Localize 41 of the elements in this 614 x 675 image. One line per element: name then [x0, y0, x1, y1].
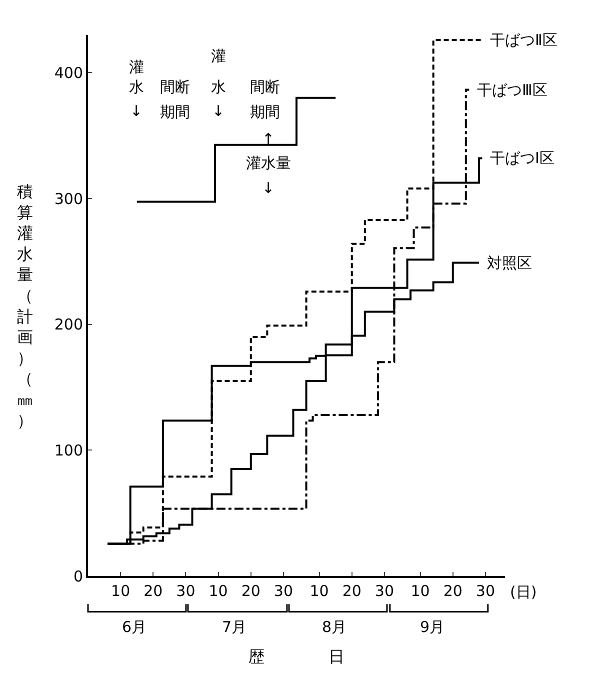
annotation: 期間	[250, 103, 280, 121]
x-tick-label: 20	[241, 582, 260, 600]
text: 6月	[122, 618, 147, 636]
annotation: 水	[211, 78, 226, 96]
x-axis-title: 歴 日	[248, 647, 344, 666]
x-tick-label: 10	[111, 582, 130, 600]
series-label: 干ばつⅢ区	[477, 81, 548, 99]
x-tick-label: 30	[374, 582, 394, 600]
annotation: 灌水量	[246, 154, 291, 172]
series-label: 干ばつⅠ区	[490, 149, 554, 167]
x-tick-label: 10	[410, 582, 430, 600]
annotation: ↓	[212, 102, 225, 120]
y-tick-label: 200	[54, 316, 83, 334]
x-tick-label: 20	[443, 582, 462, 600]
y-tick-label: 300	[54, 190, 83, 208]
annotation: 間断	[250, 78, 280, 96]
annotation: 灌	[129, 58, 144, 76]
annotation: ↓	[262, 179, 275, 197]
annotation: ↓	[130, 102, 143, 120]
series-label: 干ばつⅡ区	[490, 31, 558, 49]
text: 9月	[420, 618, 445, 636]
y-tick-label: 400	[54, 64, 83, 82]
text: 7月	[222, 618, 247, 636]
x-tick-label: 10	[208, 582, 228, 600]
y-tick-label: 0	[73, 567, 83, 586]
annotation: ↑	[262, 130, 275, 148]
annotation: 間断	[160, 78, 190, 96]
x-tick-label: 10	[310, 582, 329, 600]
text: 8月	[322, 618, 347, 636]
x-tick-label: 30	[176, 582, 196, 600]
series-label: 対照区	[487, 254, 532, 272]
x-tick-label: 20	[342, 582, 362, 600]
annotation: 期間	[160, 103, 190, 121]
x-tick-label: 30	[476, 582, 495, 600]
annotation: 灌	[211, 47, 226, 65]
annotation: 水	[129, 78, 144, 96]
y-tick-label: 100	[54, 441, 83, 460]
text: 積算灌水量（計画）（㎜）	[17, 182, 33, 430]
x-tick-label: 30	[274, 582, 294, 600]
text: (日)	[510, 583, 537, 601]
x-tick-label: 20	[144, 582, 163, 600]
